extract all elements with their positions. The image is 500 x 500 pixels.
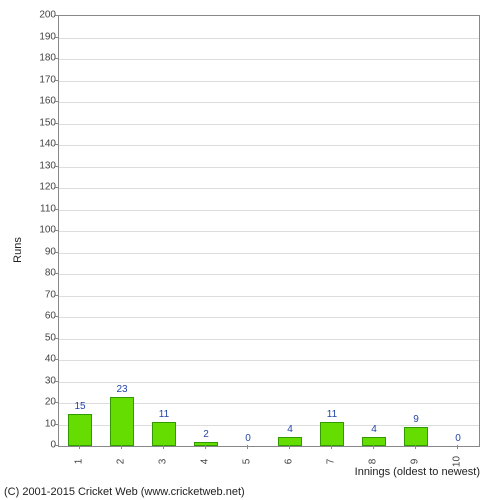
- y-tick-mark: [54, 402, 58, 403]
- bar-value-label: 11: [159, 409, 169, 420]
- y-tick-label: 100: [28, 225, 56, 236]
- y-tick-label: 0: [28, 440, 56, 451]
- x-tick-mark: [205, 445, 206, 449]
- x-tick-label: 3: [158, 459, 169, 465]
- gridline: [59, 296, 479, 297]
- y-tick-label: 150: [28, 117, 56, 128]
- gridline: [59, 231, 479, 232]
- y-tick-mark: [54, 273, 58, 274]
- x-tick-label: 6: [284, 459, 295, 465]
- x-tick-mark: [121, 445, 122, 449]
- y-tick-mark: [54, 209, 58, 210]
- gridline: [59, 253, 479, 254]
- gridline: [59, 81, 479, 82]
- y-tick-label: 30: [28, 375, 56, 386]
- x-tick-label: 5: [242, 459, 253, 465]
- y-tick-mark: [54, 123, 58, 124]
- x-axis-label: Innings (oldest to newest): [355, 466, 480, 478]
- x-tick-mark: [457, 445, 458, 449]
- y-tick-label: 120: [28, 182, 56, 193]
- gridline: [59, 210, 479, 211]
- y-tick-label: 40: [28, 354, 56, 365]
- y-tick-mark: [54, 80, 58, 81]
- y-tick-label: 170: [28, 74, 56, 85]
- x-tick-label: 8: [368, 459, 379, 465]
- y-tick-mark: [54, 166, 58, 167]
- y-tick-label: 50: [28, 332, 56, 343]
- x-tick-mark: [247, 445, 248, 449]
- bar-value-label: 11: [327, 409, 337, 420]
- x-tick-label: 2: [116, 459, 127, 465]
- y-tick-label: 200: [28, 10, 56, 21]
- y-tick-mark: [54, 295, 58, 296]
- y-tick-mark: [54, 144, 58, 145]
- y-tick-label: 190: [28, 31, 56, 42]
- gridline: [59, 124, 479, 125]
- gridline: [59, 167, 479, 168]
- gridline: [59, 360, 479, 361]
- y-tick-label: 160: [28, 96, 56, 107]
- y-tick-label: 110: [28, 203, 56, 214]
- x-tick-mark: [289, 445, 290, 449]
- x-tick-label: 10: [452, 456, 463, 467]
- y-tick-mark: [54, 101, 58, 102]
- y-tick-mark: [54, 37, 58, 38]
- bar-value-label: 2: [203, 429, 209, 440]
- copyright-text: (C) 2001-2015 Cricket Web (www.cricketwe…: [4, 486, 245, 498]
- gridline: [59, 382, 479, 383]
- y-tick-label: 90: [28, 246, 56, 257]
- bar-value-label: 0: [245, 433, 251, 444]
- bar: [110, 397, 133, 446]
- bar-value-label: 9: [413, 414, 419, 425]
- y-tick-mark: [54, 381, 58, 382]
- y-tick-mark: [54, 316, 58, 317]
- bar: [68, 414, 91, 446]
- y-tick-mark: [54, 445, 58, 446]
- y-tick-label: 140: [28, 139, 56, 150]
- x-tick-mark: [163, 445, 164, 449]
- y-tick-label: 80: [28, 268, 56, 279]
- x-tick-label: 7: [326, 459, 337, 465]
- y-tick-label: 60: [28, 311, 56, 322]
- y-axis-label: Runs: [12, 237, 24, 263]
- y-tick-mark: [54, 252, 58, 253]
- x-tick-mark: [373, 445, 374, 449]
- gridline: [59, 38, 479, 39]
- gridline: [59, 339, 479, 340]
- y-tick-mark: [54, 187, 58, 188]
- bar-value-label: 4: [287, 424, 293, 435]
- x-tick-label: 1: [74, 459, 85, 465]
- bar-value-label: 0: [455, 433, 461, 444]
- x-tick-label: 4: [200, 459, 211, 465]
- y-tick-label: 20: [28, 397, 56, 408]
- gridline: [59, 317, 479, 318]
- x-tick-mark: [415, 445, 416, 449]
- y-tick-mark: [54, 359, 58, 360]
- gridline: [59, 145, 479, 146]
- gridline: [59, 188, 479, 189]
- y-tick-label: 130: [28, 160, 56, 171]
- y-tick-mark: [54, 15, 58, 16]
- y-tick-label: 70: [28, 289, 56, 300]
- y-tick-mark: [54, 58, 58, 59]
- y-tick-mark: [54, 230, 58, 231]
- gridline: [59, 59, 479, 60]
- x-tick-mark: [331, 445, 332, 449]
- bar-value-label: 15: [74, 401, 85, 412]
- y-tick-mark: [54, 338, 58, 339]
- bar: [404, 427, 427, 446]
- x-tick-mark: [79, 445, 80, 449]
- y-tick-label: 180: [28, 53, 56, 64]
- y-tick-label: 10: [28, 418, 56, 429]
- bar-value-label: 4: [371, 424, 377, 435]
- bar-value-label: 23: [116, 384, 127, 395]
- bar: [152, 422, 175, 446]
- chart-container: 15231120411490 Runs Innings (oldest to n…: [0, 0, 500, 500]
- bar: [320, 422, 343, 446]
- gridline: [59, 102, 479, 103]
- gridline: [59, 274, 479, 275]
- x-tick-label: 9: [410, 459, 421, 465]
- y-tick-mark: [54, 424, 58, 425]
- plot-area: 15 23 11 2 0 4 11 4 9 0: [58, 15, 480, 447]
